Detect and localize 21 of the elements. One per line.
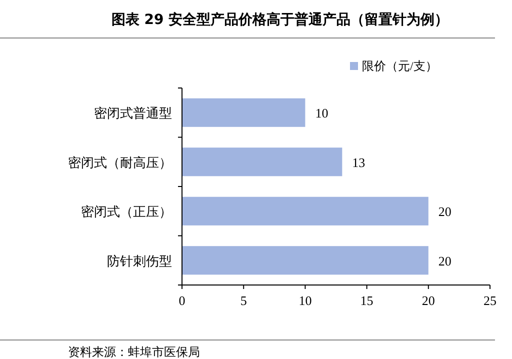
y-tick-label: 密闭式（正压）: [81, 204, 172, 220]
x-tick-label: 5: [240, 293, 247, 308]
data-label: 13: [352, 154, 366, 170]
x-tick-label: 15: [360, 293, 374, 308]
bar: [182, 196, 428, 226]
data-label: 10: [315, 106, 328, 121]
y-tick-label: 密闭式（耐高压）: [68, 154, 172, 170]
y-tick-label: 密闭式普通型: [94, 106, 172, 121]
legend-label: 限价（元/支）: [362, 59, 438, 73]
data-label: 20: [438, 204, 452, 220]
chart-title: 图表 29 安全型产品价格高于普通产品（留置针为例）: [111, 11, 449, 28]
x-tick-label: 0: [178, 293, 186, 308]
data-label: 20: [438, 253, 452, 268]
text: 资料来源：蚌埠市医保局: [68, 345, 200, 359]
x-tick-label: 20: [422, 293, 435, 308]
bar: [182, 246, 428, 275]
x-tick-label: 25: [484, 293, 496, 308]
y-tick-label: 防针刺伤型: [107, 253, 172, 268]
x-tick-label: 10: [298, 293, 312, 308]
bar: [182, 148, 342, 176]
bar: [182, 98, 306, 127]
